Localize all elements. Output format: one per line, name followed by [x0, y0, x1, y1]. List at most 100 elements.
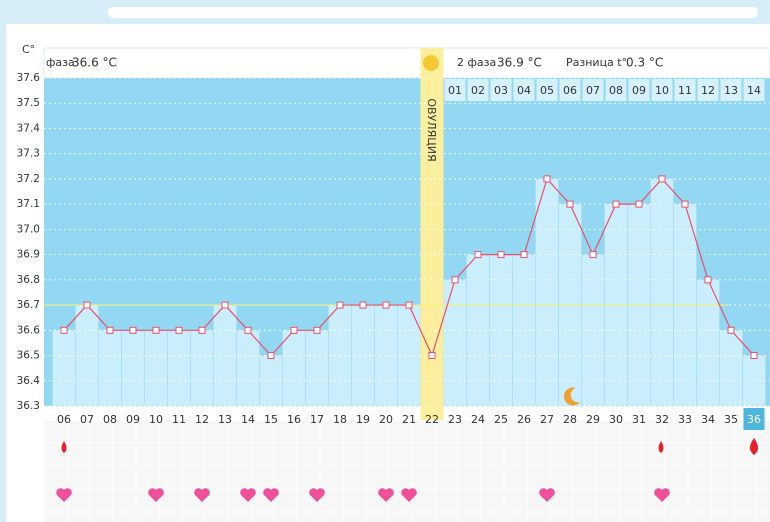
- phase2-day-cell: [490, 79, 512, 101]
- x-tick-label: 22: [425, 413, 439, 426]
- y-tick-label: 36.4: [17, 375, 41, 387]
- x-tick-label: 19: [356, 413, 370, 426]
- point: [750, 352, 758, 360]
- phase2-day-cell: [536, 79, 558, 101]
- bar: [305, 329, 329, 407]
- x-tick-label: 18: [333, 413, 347, 426]
- phase2-day-label: 08: [609, 84, 623, 97]
- y-tick-label: 36.6: [17, 324, 41, 336]
- point: [566, 200, 574, 208]
- y-tick-label: 36.3: [17, 400, 40, 412]
- point: [290, 326, 298, 334]
- y-tick-label: 37.0: [17, 223, 40, 235]
- bar: [443, 279, 467, 407]
- point: [129, 326, 137, 334]
- phase2-day-cell: [743, 79, 765, 101]
- y-tick-label: 37.2: [17, 173, 40, 185]
- sun-icon: [423, 55, 439, 71]
- drops: [61, 438, 758, 455]
- plot: [43, 48, 770, 522]
- point: [658, 175, 666, 183]
- point: [727, 326, 735, 334]
- point: [60, 326, 68, 334]
- y-tick-label: 36.9: [17, 249, 40, 261]
- drop: [61, 441, 67, 453]
- x-tick-label: 16: [287, 413, 301, 426]
- y-tick-label: 37.3: [17, 148, 40, 160]
- y-tick-label: 36.5: [17, 350, 40, 362]
- x-tick-label: 29: [586, 413, 600, 426]
- point: [198, 326, 206, 334]
- x-tick-label: 21: [402, 413, 416, 426]
- phase2-day-cell: [651, 79, 673, 101]
- bar: [190, 329, 214, 407]
- phase2-label: 2 фаза: [457, 56, 496, 69]
- ovulation-column: [420, 48, 444, 420]
- x-tick-label: 27: [540, 413, 554, 426]
- point: [428, 352, 436, 360]
- x-tick-label: 20: [379, 413, 393, 426]
- phase2-day-label: 05: [540, 84, 554, 97]
- scrollbar[interactable]: [108, 7, 758, 18]
- phase2-day-label: 04: [517, 84, 531, 97]
- phase2-day-cell: [674, 79, 696, 101]
- point: [704, 276, 712, 284]
- bar: [719, 329, 743, 407]
- y-tick-label: 37.4: [17, 122, 41, 134]
- phase2-day-label: 11: [678, 84, 692, 97]
- point: [474, 251, 482, 259]
- point: [497, 251, 505, 259]
- bar: [121, 329, 145, 407]
- x-tick-label: 34: [701, 413, 715, 426]
- phase2-day-label: 14: [747, 84, 761, 97]
- heart: [539, 488, 555, 502]
- x-tick-label: 09: [126, 413, 140, 426]
- x-tick-label: 32: [655, 413, 669, 426]
- y-tick-label: 37.5: [17, 97, 40, 109]
- y-tick-label: 36.8: [17, 274, 40, 286]
- point: [382, 301, 390, 309]
- phase2-day-cell: [559, 79, 581, 101]
- heart: [263, 488, 279, 502]
- point: [221, 301, 229, 309]
- left-border: [0, 24, 6, 522]
- drop: [750, 438, 758, 455]
- x-tick-label: 10: [149, 413, 163, 426]
- bar: [236, 329, 260, 407]
- point: [681, 200, 689, 208]
- point: [152, 326, 160, 334]
- point: [336, 301, 344, 309]
- phase2-day-label: 13: [724, 84, 738, 97]
- x-tick-label: 25: [494, 413, 508, 426]
- x-tick-label: 17: [310, 413, 324, 426]
- x-tick-label: 23: [448, 413, 462, 426]
- phase2-day-label: 03: [494, 84, 508, 97]
- header-box: [43, 47, 770, 79]
- y-tick-label: 37.6: [17, 72, 41, 84]
- heart: [309, 488, 325, 502]
- bar: [167, 329, 191, 407]
- bottom-area: [44, 420, 770, 522]
- phase2-day-label: 07: [586, 84, 600, 97]
- point: [589, 251, 597, 259]
- phase2-day-label: 12: [701, 84, 715, 97]
- heart: [401, 488, 417, 502]
- point: [612, 200, 620, 208]
- x-tick-label: 33: [678, 413, 692, 426]
- x-tick-label: 13: [218, 413, 232, 426]
- phase2-day-cell: [605, 79, 627, 101]
- point: [244, 326, 252, 334]
- y-tick-label: 36.7: [17, 299, 40, 311]
- point: [543, 175, 551, 183]
- phase2-day-cell: [444, 79, 466, 101]
- x-tick-label: 28: [563, 413, 577, 426]
- hearts: [56, 488, 670, 502]
- x-tick-label: 11: [172, 413, 186, 426]
- point: [520, 251, 528, 259]
- point: [106, 326, 114, 334]
- heart: [56, 488, 72, 502]
- bar: [282, 329, 306, 407]
- diff-label: Разница t°: [566, 56, 627, 69]
